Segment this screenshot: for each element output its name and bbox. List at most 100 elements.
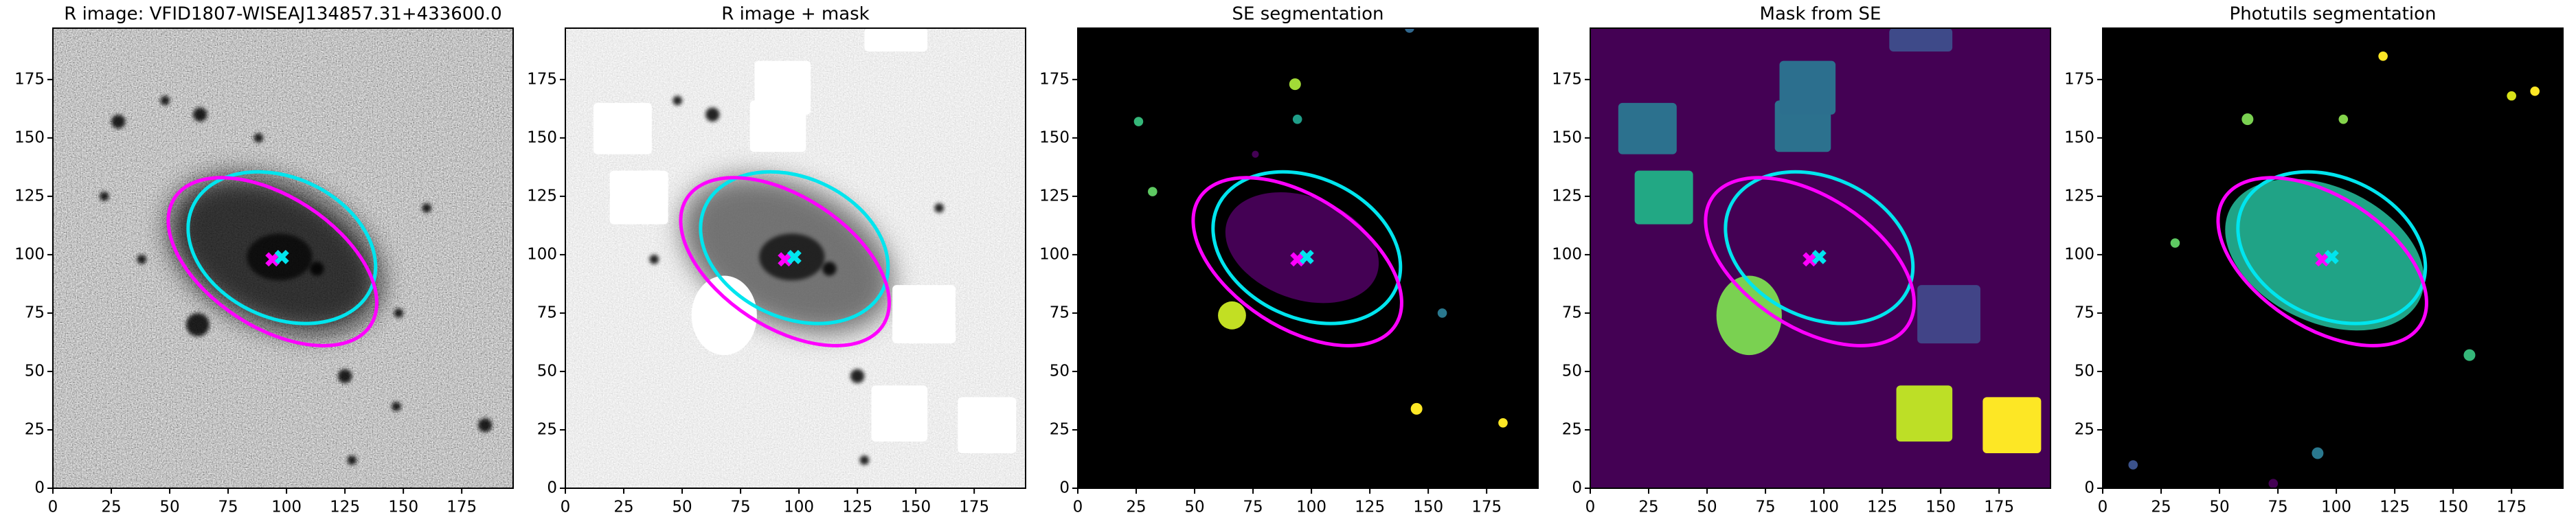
star: [673, 95, 683, 106]
x-axis-min: 0: [1585, 499, 1596, 515]
aperture-ellipse: [2216, 176, 2428, 347]
y-tick-label: 175: [527, 70, 557, 88]
segment: [2312, 447, 2324, 459]
mask-region: [593, 102, 652, 154]
star: [422, 203, 431, 213]
star: [185, 312, 210, 336]
panel-title: Mask from SE: [1760, 4, 1882, 25]
x-tick-label: 175: [1984, 499, 2014, 515]
segment: [1498, 417, 1508, 428]
segment: [2338, 114, 2349, 124]
x-tick-label: 75: [1755, 499, 1775, 515]
x-tick-label: 75: [2268, 499, 2287, 515]
x-tick-label: 25: [101, 499, 121, 515]
y-tick-label: 75: [2075, 304, 2094, 321]
y-axis-min: 0: [1059, 479, 1070, 497]
x-tick-label: 25: [1126, 499, 1146, 515]
center-marker: [1290, 252, 1305, 267]
segment: [2241, 113, 2254, 126]
aperture-ellipse: [699, 170, 890, 325]
panel: Photutils segmentation 00 25 50 75 100 125 150 1…: [2064, 4, 2564, 515]
x-tick-label: 50: [672, 499, 692, 515]
center-marker: [274, 249, 289, 264]
star: [649, 254, 659, 264]
image: [53, 28, 513, 488]
x-tick-label: 50: [1184, 499, 1204, 515]
axes-frame: [2102, 27, 2564, 489]
x-tick-label: 125: [842, 499, 872, 515]
aperture-ellipse: [1724, 170, 1915, 325]
center-marker: [1811, 249, 1827, 264]
x-tick-label: 25: [1638, 499, 1658, 515]
center-marker: [2324, 249, 2339, 264]
x-tick-label: 175: [2496, 499, 2527, 515]
y-tick-label: 175: [14, 70, 45, 88]
panel-title: SE segmentation: [1232, 4, 1384, 25]
y-tick-label: 150: [2064, 128, 2094, 146]
segment: [1405, 28, 1414, 33]
mask-region: [864, 28, 928, 52]
y-tick-label: 25: [25, 420, 45, 438]
star: [111, 114, 126, 129]
image: [565, 28, 1026, 488]
segment: [2463, 349, 2476, 361]
x-tick-label: 150: [388, 499, 418, 515]
star: [160, 95, 170, 106]
mask-region: [1889, 28, 1953, 52]
mask-region: [1779, 60, 1836, 115]
y-tick-label: 75: [1562, 304, 1582, 321]
segment: [2530, 87, 2540, 96]
y-tick-label: 50: [1562, 362, 1582, 380]
x-tick-label: 150: [901, 499, 931, 515]
segment: [2378, 52, 2388, 61]
panel-title: R image: VFID1807-WISEAJ134857.31+433600…: [64, 4, 501, 25]
star: [392, 402, 401, 411]
axes-frame: [1590, 27, 2051, 489]
y-axis-min: 0: [1572, 479, 1582, 497]
y-tick-label: 125: [14, 187, 45, 205]
star: [822, 262, 837, 276]
x-axis-min: 0: [561, 499, 571, 515]
x-tick-label: 75: [730, 499, 750, 515]
segment: [1437, 308, 1447, 318]
mask-region: [1982, 397, 2042, 453]
panel: Mask from SE 00 25 50 75 100 125 150 175 25 50 75 10…: [1552, 4, 2051, 515]
image: [1078, 28, 1538, 488]
star: [859, 455, 870, 465]
y-tick-label: 75: [1050, 304, 1070, 321]
mask-region: [1634, 170, 1693, 225]
panel: R image + mask 00 25 50 75 100 125 150 175 25 50 75…: [527, 4, 1026, 515]
y-axis-min: 0: [2084, 479, 2094, 497]
x-tick-label: 75: [218, 499, 238, 515]
x-axis-min: 0: [2098, 499, 2108, 515]
y-tick-label: 25: [2075, 420, 2094, 438]
axes-frame: [1077, 27, 1539, 489]
aperture-ellipse: [679, 176, 891, 347]
mask-region: [892, 285, 956, 344]
aperture-ellipse: [1211, 170, 1403, 325]
mask-region: [1917, 285, 1980, 344]
star: [934, 203, 944, 213]
segment: [1133, 117, 1144, 126]
x-tick-label: 175: [959, 499, 989, 515]
aperture-ellipse: [1704, 176, 1916, 347]
y-tick-label: 100: [527, 245, 557, 263]
panel: R image: VFID1807-WISEAJ134857.31+433600…: [14, 4, 514, 515]
image: [2103, 28, 2563, 488]
center-marker: [778, 252, 793, 267]
x-tick-label: 125: [2380, 499, 2410, 515]
y-tick-label: 100: [2064, 245, 2094, 263]
aperture-ellipse: [1191, 176, 1403, 347]
x-tick-label: 150: [2438, 499, 2468, 515]
segment: [1292, 114, 1302, 124]
x-tick-label: 50: [1697, 499, 1717, 515]
x-axis-min: 0: [1073, 499, 1083, 515]
y-tick-label: 175: [1039, 70, 1070, 88]
x-tick-label: 125: [1355, 499, 1385, 515]
x-tick-label: 100: [1296, 499, 1326, 515]
y-tick-label: 100: [1039, 245, 1070, 263]
y-tick-label: 50: [537, 362, 557, 380]
panel-title: R image + mask: [721, 4, 870, 25]
x-tick-label: 150: [1925, 499, 1956, 515]
